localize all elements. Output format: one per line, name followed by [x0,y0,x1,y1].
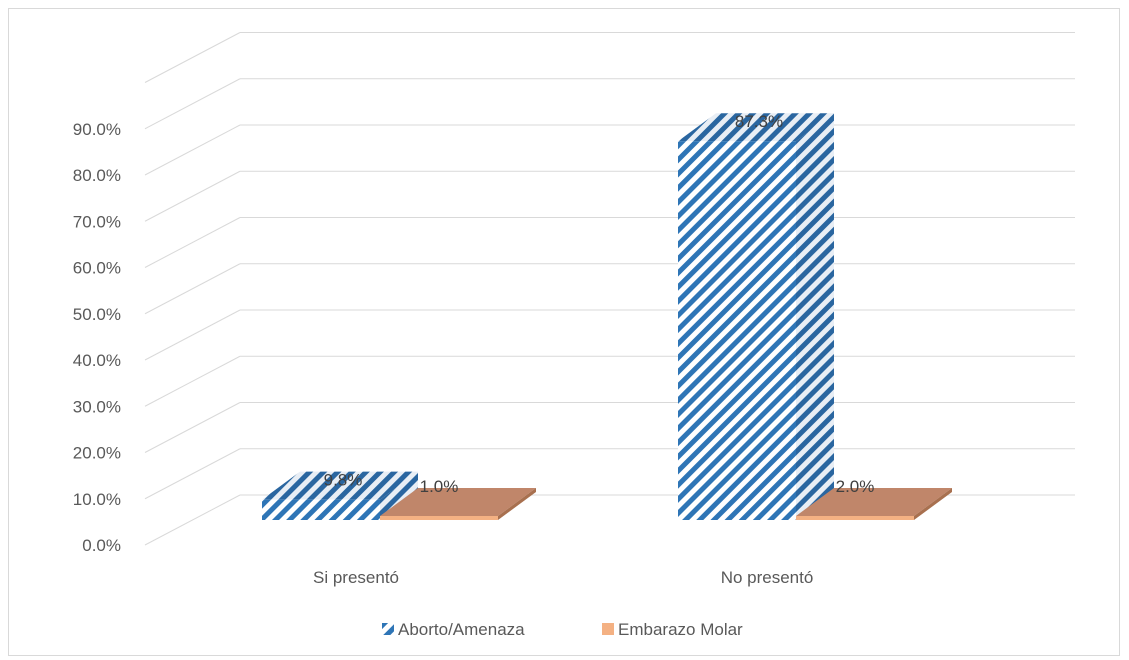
data-labels: 9.8% 1.0% 87.3% 2.0% [324,112,875,496]
gridline-diagonal [144,402,241,453]
bar-embarazo-molar [380,488,536,520]
bar-aborto-amenaza-front [678,141,796,521]
legend-label: Aborto/Amenaza [398,620,525,639]
y-tick-label: 60.0% [73,259,121,278]
legend-swatch [602,623,614,635]
y-tick-label: 90.0% [73,120,121,139]
gridline-diagonal [144,170,241,222]
legend: Aborto/Amenaza Embarazo Molar [382,620,743,639]
bar-embarazo-molar-top [380,488,536,516]
gridline-diagonal [144,309,241,361]
data-label: 87.3% [735,112,783,131]
data-label: 9.8% [324,471,363,490]
y-tick-label: 80.0% [73,166,121,185]
bar-aborto-amenaza-front [262,499,380,520]
gridline-diagonal [144,32,241,83]
x-axis: Si presentó No presentó [313,568,813,587]
bar-aborto-amenaza-top [678,113,834,142]
gridline-diagonal [144,263,241,315]
y-tick-label: 30.0% [73,397,121,416]
bar-aborto-amenaza-side [380,471,418,520]
y-tick-label: 20.0% [73,444,121,463]
gridline-diagonal [144,124,241,176]
gridline-diagonal [144,355,241,407]
x-category-label: No presentó [721,568,814,587]
bar-embarazo-molar-side [914,488,952,520]
x-category-label: Si presentó [313,568,399,587]
chart-frame [8,8,1120,656]
gridline-diagonal [144,78,241,130]
bar-embarazo-molar-top [796,488,952,516]
y-tick-label: 70.0% [73,212,121,231]
y-axis: 0.0% 10.0% 20.0% 30.0% 40.0% 50.0% 60.0% 70.0% 8… [73,120,121,555]
bar-embarazo-molar-front [796,516,914,520]
gridline-diagonal [144,494,241,546]
bar-aborto-amenaza-top [262,471,418,500]
data-label: 1.0% [420,477,459,496]
legend-label: Embarazo Molar [618,620,743,639]
y-tick-label: 40.0% [73,351,121,370]
y-tick-label: 10.0% [73,490,121,509]
bar-aborto-amenaza [262,471,418,520]
gridline-diagonal [144,217,241,268]
y-tick-label: 0.0% [82,536,121,555]
gridline-diagonal [144,448,241,500]
legend-swatch [382,623,394,635]
bar-embarazo-molar-front [380,516,498,520]
bar-embarazo-molar [796,488,952,520]
data-label: 2.0% [836,477,875,496]
legend-item-embarazo-molar: Embarazo Molar [602,620,743,639]
legend-item-aborto-amenaza: Aborto/Amenaza [382,620,525,639]
bar-aborto-amenaza-side [796,113,834,521]
bar-aborto-amenaza [678,113,834,521]
y-tick-label: 50.0% [73,305,121,324]
gridlines [144,32,1075,546]
bar-embarazo-molar-side [498,488,536,520]
bars [262,113,952,521]
